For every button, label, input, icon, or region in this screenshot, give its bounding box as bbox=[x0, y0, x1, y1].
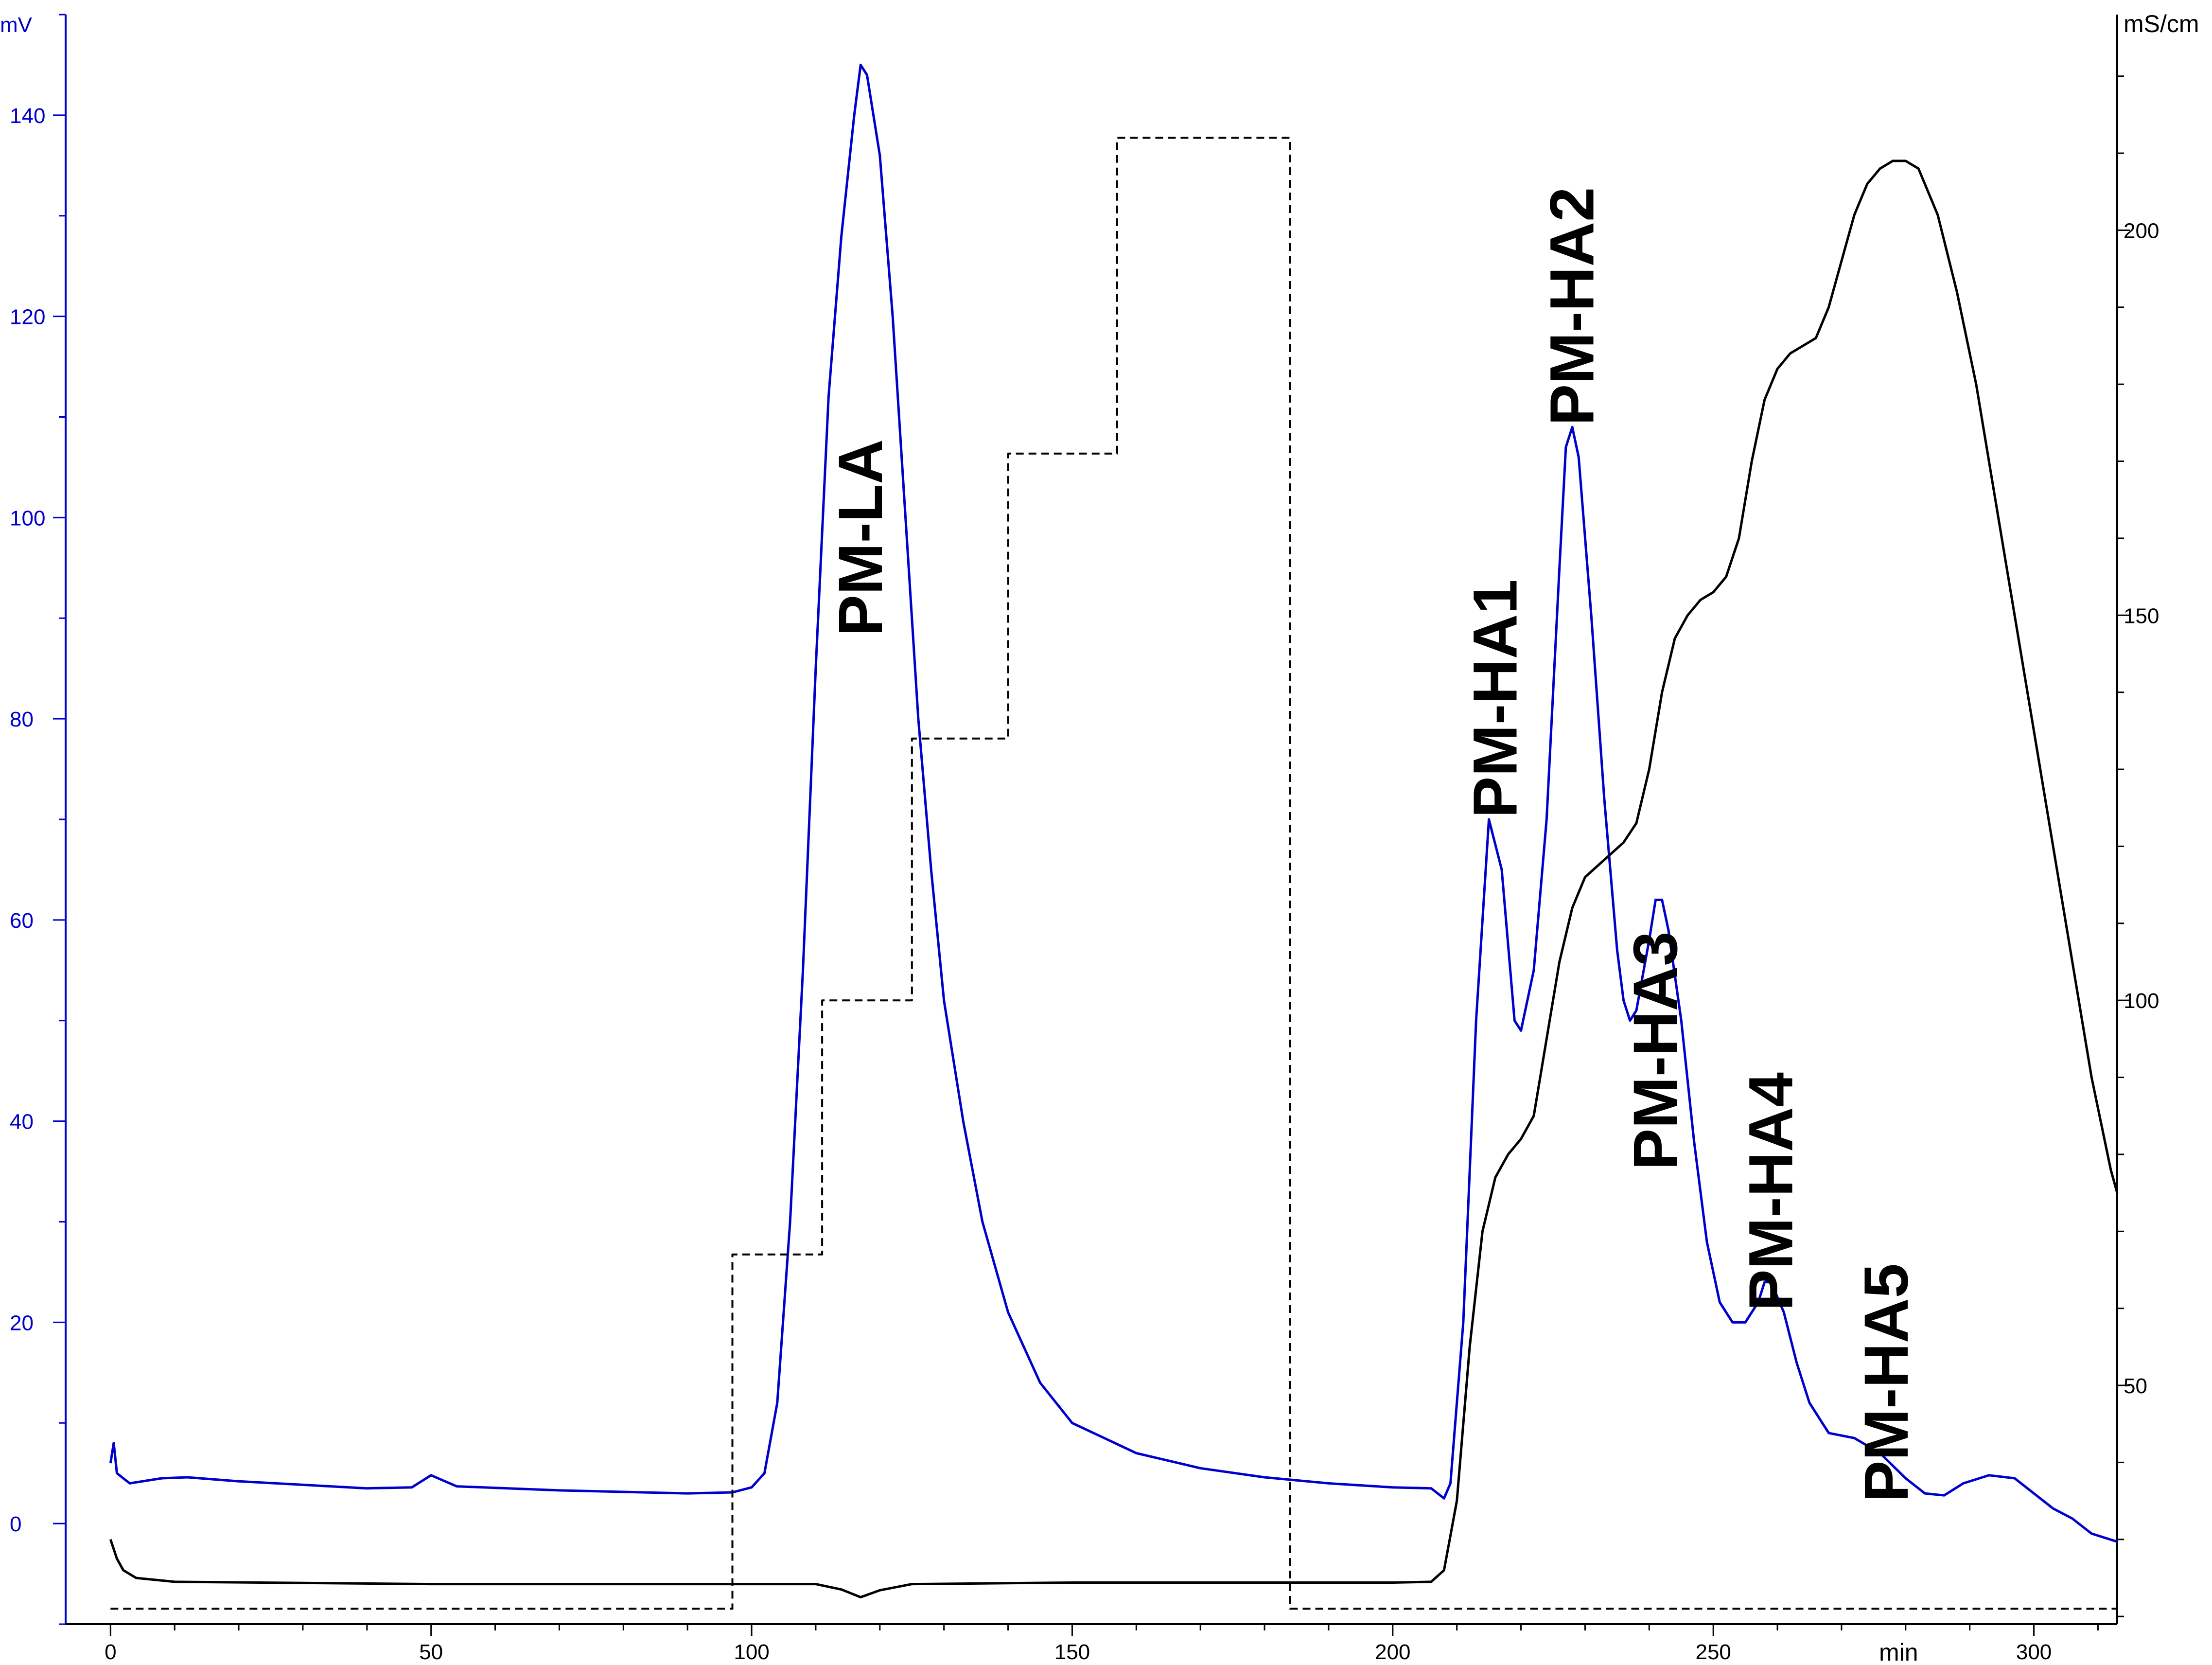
peak-label: PM-HA1 bbox=[1460, 579, 1530, 818]
left-axis-tick-label: 0 bbox=[10, 1512, 21, 1536]
series-layer bbox=[109, 63, 2119, 1610]
bottom-axis-tick-label: 250 bbox=[1695, 1640, 1731, 1664]
right-axis-tick-label: 100 bbox=[2124, 989, 2159, 1013]
left-axis-tick-label: 120 bbox=[10, 305, 45, 329]
bottom-axis-unit: min bbox=[1879, 1639, 1918, 1665]
bottom-axis-tick-label: 0 bbox=[105, 1640, 116, 1664]
right-axis-tick-label: 200 bbox=[2124, 219, 2159, 243]
left-axis-tick-label: 60 bbox=[10, 909, 34, 933]
peak-labels: PM-LA PM-HA1 PM-HA2 PM-HA3 PM-HA4 PM-HA5 bbox=[826, 187, 1921, 1502]
right-axis-tick-label: 150 bbox=[2124, 604, 2159, 628]
step-gradient bbox=[110, 137, 2117, 1610]
bottom-axis-tick-label: 100 bbox=[734, 1640, 769, 1664]
left-axis-tick-label: 100 bbox=[10, 506, 45, 530]
bottom-axis-tick-label: 150 bbox=[1054, 1640, 1090, 1664]
left-axis-tick-label: 140 bbox=[10, 104, 45, 128]
peak-label: PM-LA bbox=[826, 439, 895, 636]
absorbance-trace bbox=[109, 63, 2118, 1543]
right-axis-tick-label: 50 bbox=[2124, 1374, 2147, 1398]
left-axis-unit: mV bbox=[0, 13, 33, 37]
peak-label: PM-HA5 bbox=[1852, 1263, 1921, 1502]
bottom-axis-tick-label: 50 bbox=[419, 1640, 443, 1664]
peak-label: PM-HA2 bbox=[1538, 187, 1607, 426]
left-axis-tick-label: 40 bbox=[10, 1110, 34, 1134]
right-axis-unit: mS/cm bbox=[2124, 10, 2199, 37]
left-axis-tick-label: 20 bbox=[10, 1311, 34, 1335]
bottom-axis-tick-label: 300 bbox=[2016, 1640, 2052, 1664]
bottom-axis-tick-label: 200 bbox=[1375, 1640, 1410, 1664]
peak-label: PM-HA3 bbox=[1621, 931, 1690, 1170]
peak-label: PM-HA4 bbox=[1736, 1072, 1806, 1311]
axes: 0 20 40 60 80 100 120 140 mV 50 100 150 200 mS/cm 0 50 1… bbox=[0, 10, 2199, 1665]
left-axis-tick-label: 80 bbox=[10, 708, 34, 731]
conductivity-trace bbox=[109, 159, 2119, 1599]
